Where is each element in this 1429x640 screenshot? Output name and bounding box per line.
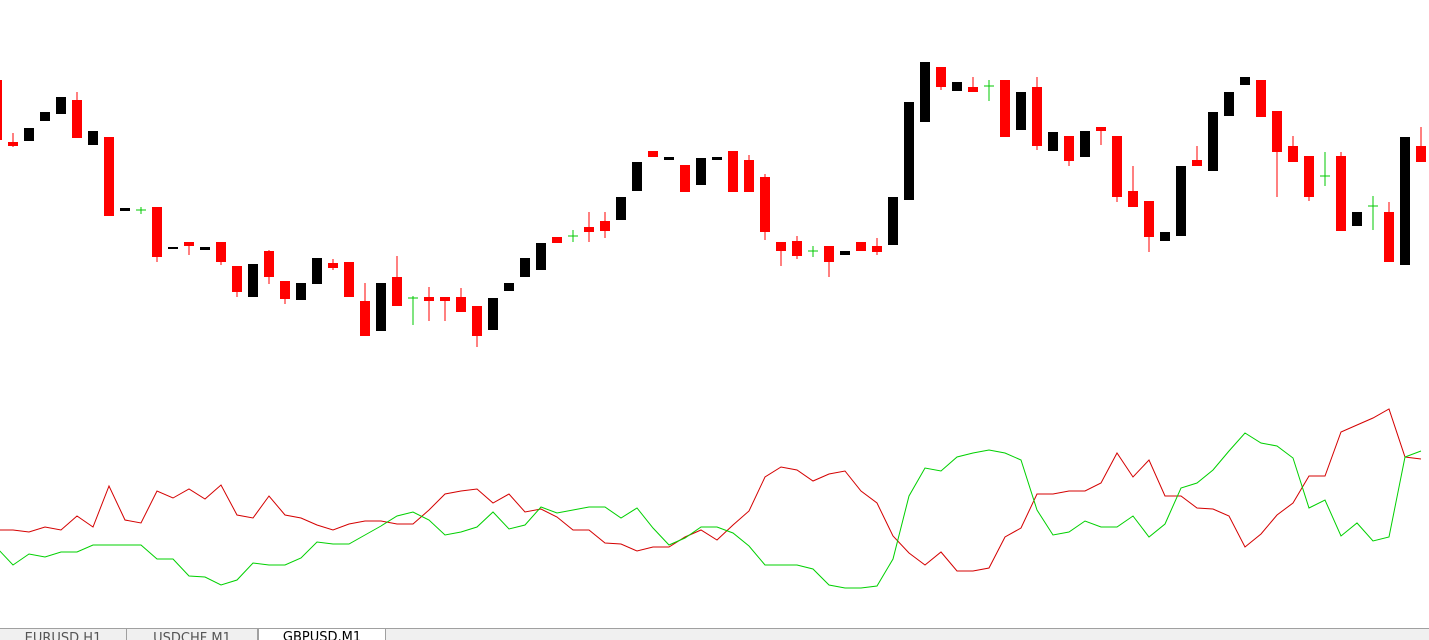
candle-body: [184, 242, 194, 246]
candle-body: [472, 306, 482, 336]
candle-body: [632, 162, 642, 191]
tab[interactable]: EURUSD,H1: [0, 629, 127, 640]
candle-body: [1208, 112, 1218, 171]
candle-body: [1288, 146, 1298, 162]
candle-body: [824, 246, 834, 262]
candle-body: [968, 87, 978, 92]
candle-body: [504, 283, 514, 291]
candle-body: [600, 221, 610, 231]
candle-body: [1128, 191, 1138, 207]
candle-body: [1112, 136, 1122, 197]
candle-body: [1160, 232, 1170, 241]
candle-body: [488, 298, 498, 330]
candle-body: [1032, 87, 1042, 146]
candle-body: [456, 297, 466, 312]
candle-body: [216, 242, 226, 262]
candle-body: [744, 160, 754, 192]
candle-body: [296, 283, 306, 300]
candle-body: [1304, 156, 1314, 197]
candle-body: [344, 262, 354, 297]
candle-body: [840, 251, 850, 255]
candle-body: [8, 142, 18, 146]
candle-body: [584, 227, 594, 232]
candle-body: [312, 258, 322, 284]
candle-body: [1384, 212, 1394, 262]
candle-body: [328, 263, 338, 268]
candle-body: [1048, 132, 1058, 151]
candle-body: [72, 100, 82, 138]
candle-body: [728, 151, 738, 192]
candle-body: [776, 242, 786, 251]
candle-body: [376, 283, 386, 331]
candle-body: [1240, 77, 1250, 85]
candle-body: [1080, 131, 1090, 157]
candle-body: [1176, 166, 1186, 236]
candle-body: [936, 67, 946, 87]
tab[interactable]: GBPUSD,M1: [258, 629, 386, 640]
indicator-line: [0, 432, 1422, 589]
candle-body: [1272, 111, 1282, 152]
candle-body: [0, 80, 2, 140]
candle-body: [24, 128, 34, 141]
candle-body: [872, 246, 882, 252]
candle-body: [1400, 137, 1410, 265]
candle-body: [1352, 212, 1362, 226]
candle-body: [1000, 80, 1010, 137]
candle-body: [200, 247, 210, 250]
candle-body: [1096, 127, 1106, 131]
candle-body: [1256, 80, 1266, 117]
candle-body: [536, 243, 546, 270]
indicator-line: [0, 408, 1422, 572]
candle-body: [56, 97, 66, 114]
candle-body: [648, 151, 658, 157]
candle-body: [440, 297, 450, 301]
candle-body: [360, 301, 370, 336]
candle-body: [152, 207, 162, 257]
candle-body: [888, 197, 898, 245]
candle-body: [1144, 201, 1154, 237]
candle-body: [856, 242, 866, 251]
candle-body: [552, 237, 562, 243]
candle-body: [248, 264, 258, 297]
candle-body: [1336, 156, 1346, 231]
tab-bar: EURUSD,H1 USDCHF,M1 GBPUSD,M1: [0, 628, 1429, 640]
candle-body: [664, 157, 674, 160]
candle-body: [120, 208, 130, 211]
candle-body: [40, 112, 50, 121]
candle-body: [1064, 136, 1074, 161]
candle-body: [1016, 92, 1026, 130]
candle-body: [424, 297, 434, 301]
candle-body: [904, 102, 914, 200]
candle-body: [680, 165, 690, 192]
candle-body: [1192, 160, 1202, 166]
candle-body: [1416, 146, 1426, 162]
candle-body: [104, 137, 114, 216]
candle-body: [616, 197, 626, 220]
candle-body: [88, 131, 98, 145]
candle-body: [264, 251, 274, 277]
candle-body: [760, 177, 770, 232]
candle-body: [792, 241, 802, 256]
tab[interactable]: USDCHF,M1: [127, 629, 258, 640]
candle-body: [1224, 92, 1234, 116]
candle-body: [232, 266, 242, 292]
candle-body: [920, 62, 930, 122]
candle-body: [280, 281, 290, 299]
candle-body: [392, 277, 402, 306]
candle-body: [520, 258, 530, 277]
candle-body: [168, 247, 178, 249]
candle-body: [712, 157, 722, 160]
candle-body: [952, 82, 962, 91]
candle-body: [696, 158, 706, 185]
